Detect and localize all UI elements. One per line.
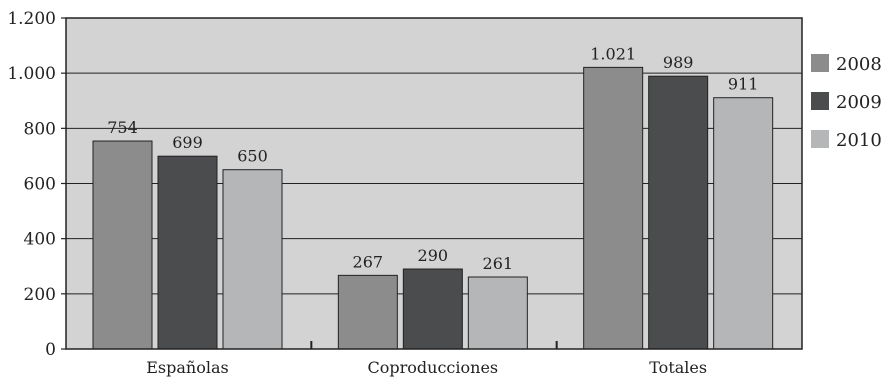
- bar: [467, 276, 528, 350]
- data-label: 267: [353, 252, 384, 271]
- y-tick-label: 200: [24, 285, 56, 305]
- bar: [337, 274, 398, 350]
- bar: [92, 140, 153, 350]
- y-axis: 0 200 400 600 800 1.000 1.200: [7, 9, 66, 360]
- legend-swatch: [811, 54, 829, 72]
- x-category-label: Totales: [649, 358, 707, 377]
- y-tick-label: 400: [24, 230, 56, 250]
- legend: 2008 2009 2010: [811, 54, 881, 151]
- legend-label: 2008: [836, 54, 881, 75]
- bar: [648, 75, 709, 350]
- y-tick-label: 800: [24, 119, 56, 139]
- data-label: 989: [663, 53, 694, 72]
- data-label: 911: [728, 75, 759, 94]
- category-dividers: [310, 341, 558, 349]
- legend-swatch: [811, 92, 829, 110]
- x-axis: Españolas Coproducciones Totales: [146, 358, 707, 377]
- y-tick-label: 1.000: [7, 64, 56, 84]
- data-label: 1.021: [590, 44, 636, 63]
- data-label: 699: [172, 133, 203, 152]
- x-category-label: Coproducciones: [368, 358, 499, 377]
- legend-swatch: [811, 130, 829, 148]
- bar: [157, 155, 218, 350]
- bar: [222, 169, 283, 350]
- bar: [713, 97, 774, 350]
- data-label: 290: [418, 246, 449, 265]
- y-tick-label: 0: [45, 340, 56, 360]
- x-category-label: Españolas: [146, 358, 228, 377]
- data-labels: 754 699 650 267 290 261 1.021 989 911: [107, 44, 758, 273]
- y-tick-label: 600: [24, 175, 56, 195]
- bar: [583, 66, 644, 350]
- legend-label: 2009: [836, 92, 881, 113]
- y-tick-label: 1.200: [7, 9, 56, 29]
- data-label: 261: [483, 254, 514, 273]
- bar: [402, 268, 463, 350]
- data-label: 754: [107, 118, 138, 137]
- legend-label: 2010: [836, 130, 881, 151]
- data-label: 650: [237, 147, 268, 166]
